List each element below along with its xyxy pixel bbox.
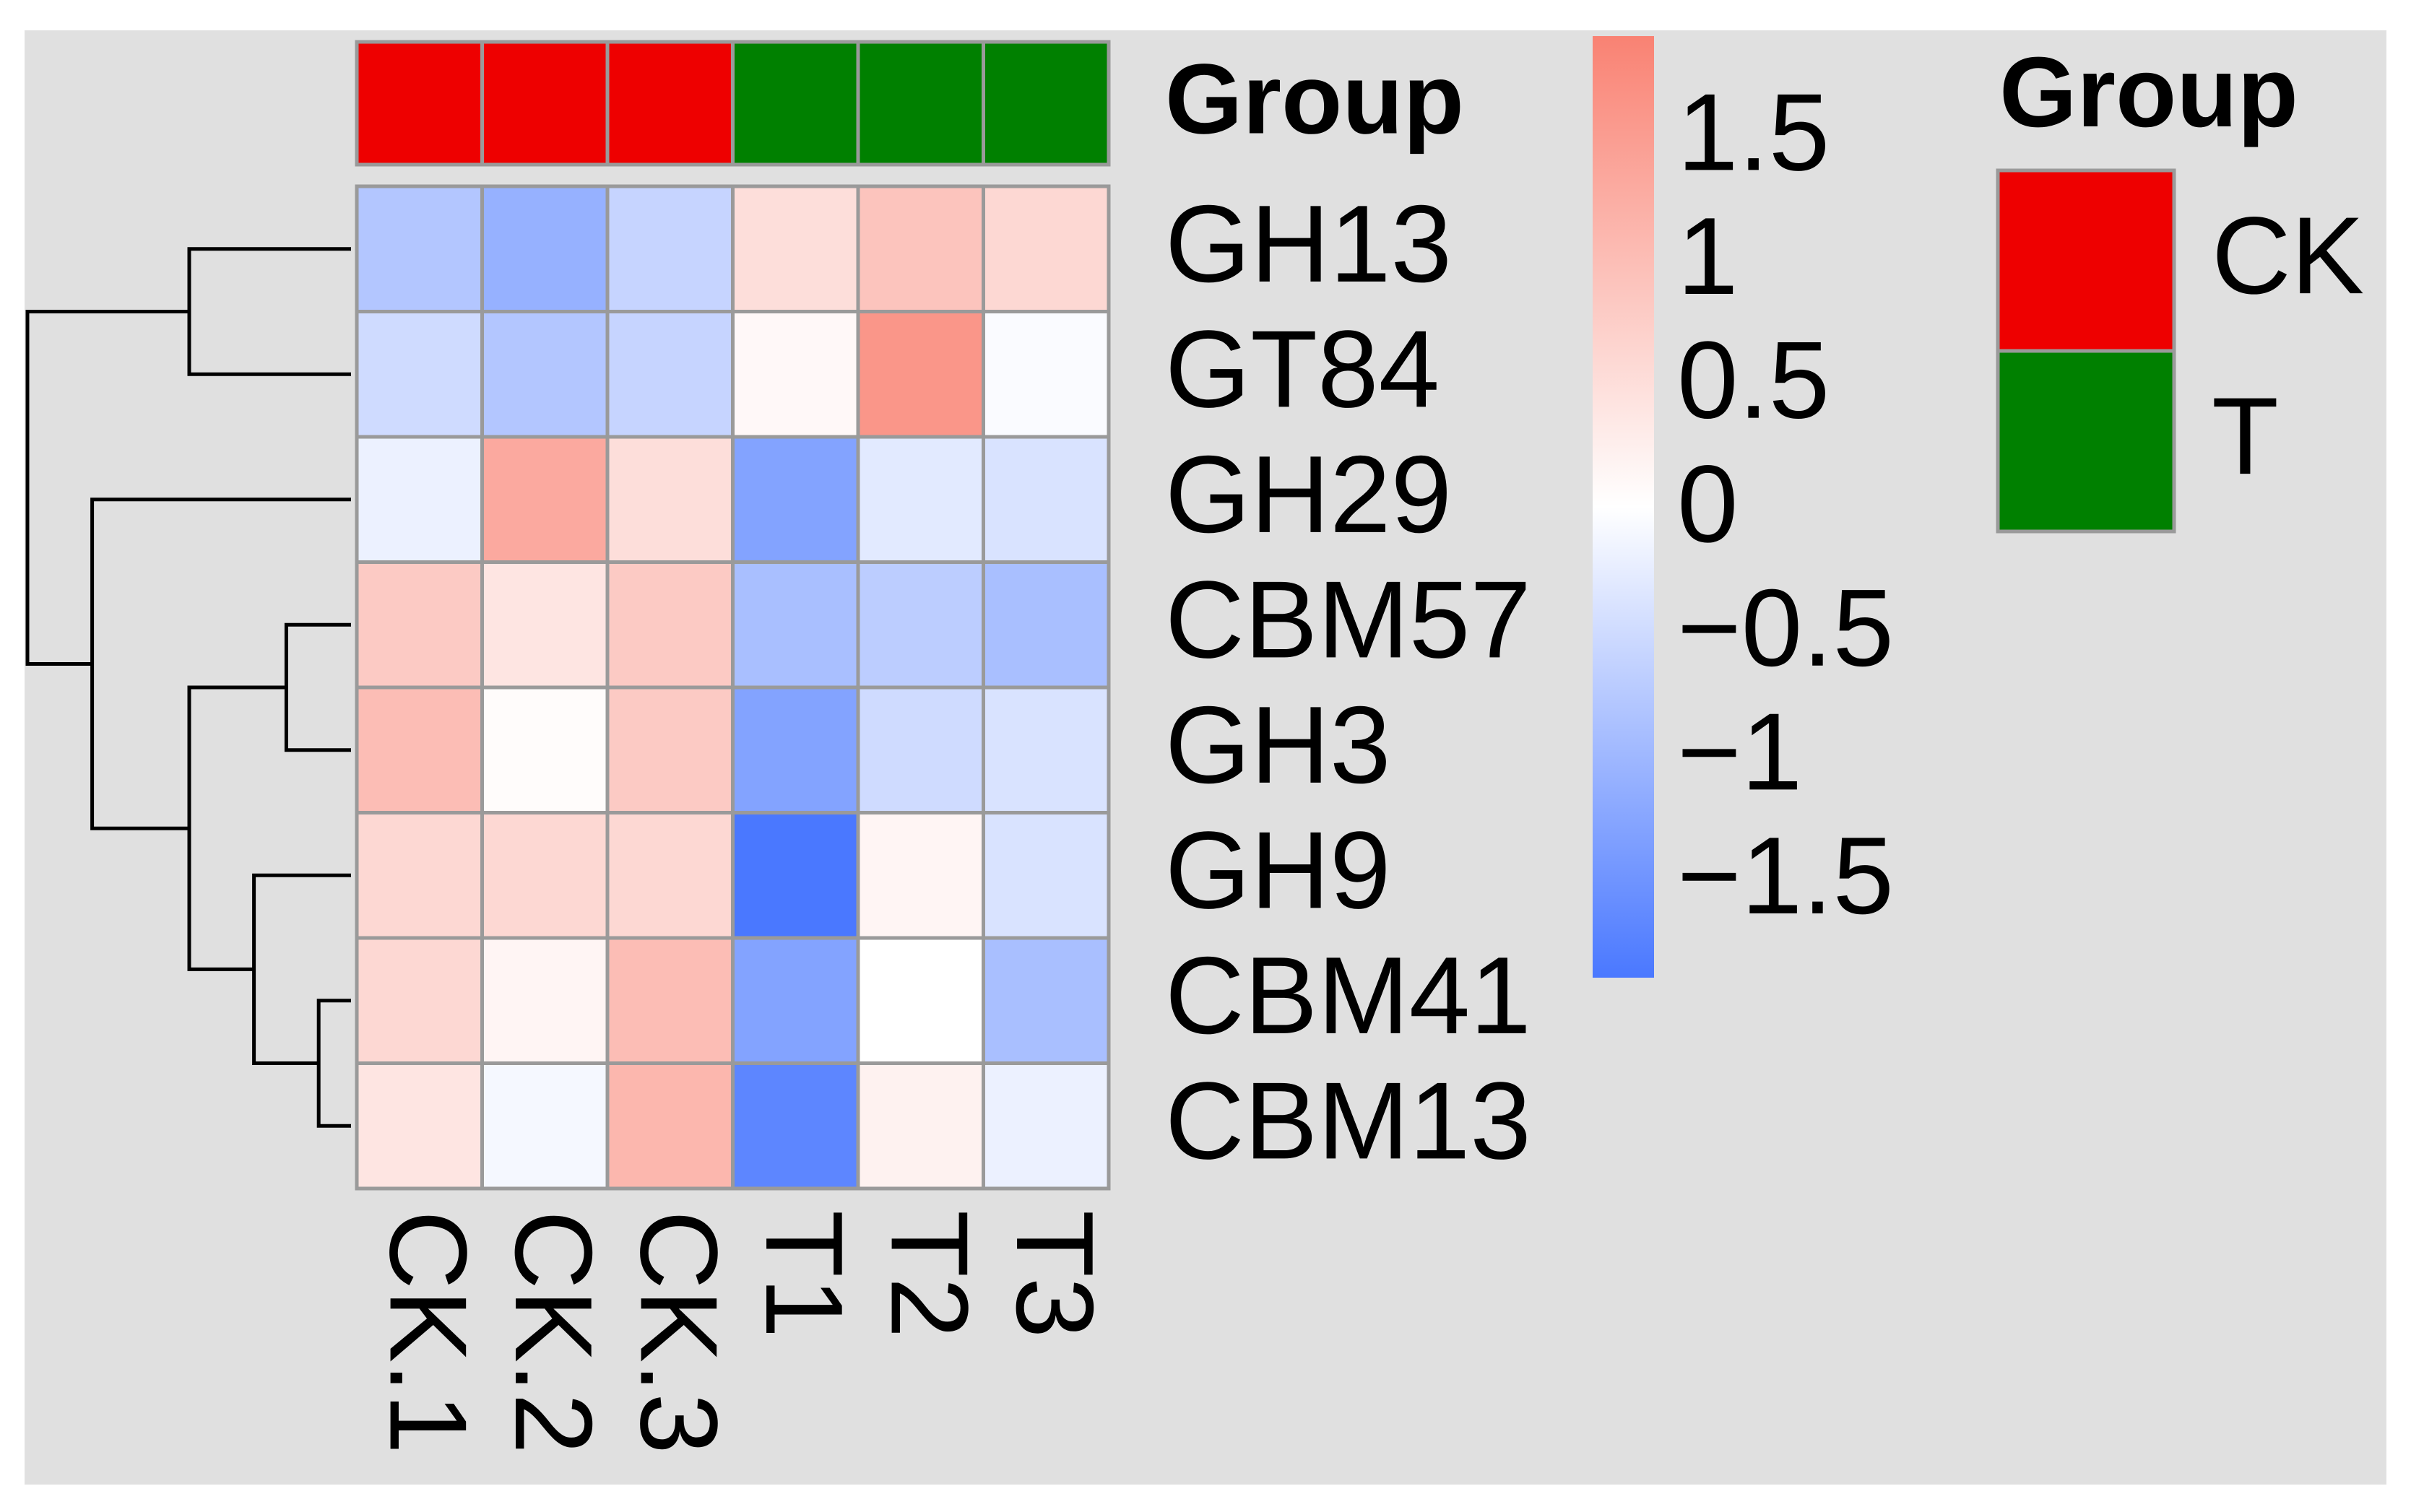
legend-swatch-ck bbox=[1996, 168, 2176, 353]
row-label-cbm13: CBM13 bbox=[1165, 1059, 1531, 1182]
heatmap-cell-gh9-t3 bbox=[982, 811, 1111, 940]
heatmap-cell-cbm57-ck-3 bbox=[605, 560, 735, 690]
heatmap-cell-gt84-ck-3 bbox=[605, 310, 735, 439]
column-label-t2: T2 bbox=[868, 1210, 991, 1338]
heatmap-cell-gt84-t2 bbox=[856, 310, 985, 439]
legend-label-t: T bbox=[2212, 375, 2279, 498]
heatmap-cell-cbm57-ck-1 bbox=[355, 560, 484, 690]
colorbar-tick-label-4: 0 bbox=[1677, 443, 1739, 565]
heatmap-cell-cbm13-t1 bbox=[731, 1061, 860, 1191]
heatmap-cell-gt84-t3 bbox=[982, 310, 1111, 439]
group-annotation-cell-t2 bbox=[856, 40, 985, 167]
heatmap-cell-gh13-t2 bbox=[856, 184, 985, 313]
heatmap-cell-gh29-ck-1 bbox=[355, 435, 484, 564]
heatmap-cell-gh13-ck-2 bbox=[480, 184, 610, 313]
heatmap-cell-cbm13-t2 bbox=[856, 1061, 985, 1191]
heatmap-cell-cbm41-ck-3 bbox=[605, 936, 735, 1065]
heatmap-cell-cbm41-t3 bbox=[982, 936, 1111, 1065]
group-annotation-cell-t1 bbox=[731, 40, 860, 167]
row-label-gh3: GH3 bbox=[1165, 684, 1391, 807]
row-label-gh13: GH13 bbox=[1165, 183, 1452, 305]
heatmap-cell-gh3-t1 bbox=[731, 685, 860, 814]
heatmap-cell-gh13-t1 bbox=[731, 184, 860, 313]
heatmap-cell-cbm57-t1 bbox=[731, 560, 860, 690]
heatmap-cell-cbm13-ck-1 bbox=[355, 1061, 484, 1191]
legend-label-ck: CK bbox=[2212, 194, 2364, 317]
heatmap-cell-gh3-ck-3 bbox=[605, 685, 735, 814]
heatmap-cell-gh3-t3 bbox=[982, 685, 1111, 814]
legend-swatch-t bbox=[1996, 349, 2176, 534]
column-label-t1: T1 bbox=[743, 1210, 865, 1338]
heatmap-cell-cbm57-t3 bbox=[982, 560, 1111, 690]
heatmap-cell-gh9-ck-3 bbox=[605, 811, 735, 940]
heatmap-cell-gh29-t1 bbox=[731, 435, 860, 564]
column-label-ck-2: CK.2 bbox=[492, 1210, 615, 1454]
heatmap-cell-gh13-ck-1 bbox=[355, 184, 484, 313]
row-label-gh29: GH29 bbox=[1165, 433, 1452, 556]
colorbar-tick-label-7: −1.5 bbox=[1677, 814, 1894, 937]
heatmap-cell-cbm13-ck-2 bbox=[480, 1061, 610, 1191]
heatmap-cell-cbm57-ck-2 bbox=[480, 560, 610, 690]
group-annotation-cell-ck-3 bbox=[605, 40, 735, 167]
group-annotation-cell-ck-1 bbox=[355, 40, 484, 167]
heatmap-cell-gh13-t3 bbox=[982, 184, 1111, 313]
row-label-gh9: GH9 bbox=[1165, 809, 1391, 931]
heatmap-cell-gt84-ck-2 bbox=[480, 310, 610, 439]
heatmap-cell-gh3-t2 bbox=[856, 685, 985, 814]
colorbar-tick-label-3: 0.5 bbox=[1677, 319, 1830, 442]
colorbar-tick-label-6: −1 bbox=[1677, 690, 1802, 813]
heatmap-cell-gh9-t1 bbox=[731, 811, 860, 940]
annotation-row-label: Group bbox=[1165, 43, 1464, 155]
heatmap-cell-gh29-t3 bbox=[982, 435, 1111, 564]
heatmap-cell-gh9-ck-1 bbox=[355, 811, 484, 940]
column-label-ck-1: CK.1 bbox=[367, 1210, 490, 1454]
heatmap-cell-gh3-ck-2 bbox=[480, 685, 610, 814]
group-annotation-cell-t3 bbox=[982, 40, 1111, 167]
heatmap-cell-cbm41-ck-1 bbox=[355, 936, 484, 1065]
colorbar-tick-label-5: −0.5 bbox=[1677, 567, 1894, 690]
row-label-cbm41: CBM41 bbox=[1165, 934, 1531, 1057]
heatmap-cell-cbm13-ck-3 bbox=[605, 1061, 735, 1191]
heatmap-cell-gh29-t2 bbox=[856, 435, 985, 564]
dendrogram-branch-7 bbox=[25, 310, 189, 666]
heatmap-cell-gt84-ck-1 bbox=[355, 310, 484, 439]
legend-title: Group bbox=[1999, 37, 2298, 148]
heatmap-cell-cbm57-t2 bbox=[856, 560, 985, 690]
group-annotation-cell-ck-2 bbox=[480, 40, 610, 167]
colorbar bbox=[1593, 36, 1654, 978]
heatmap-cell-gt84-t1 bbox=[731, 310, 860, 439]
row-label-gt84: GT84 bbox=[1165, 308, 1440, 430]
heatmap-cell-gh29-ck-3 bbox=[605, 435, 735, 564]
heatmap-cell-cbm41-t2 bbox=[856, 936, 985, 1065]
heatmap-cell-cbm13-t3 bbox=[982, 1061, 1111, 1191]
heatmap-cell-gh9-ck-2 bbox=[480, 811, 610, 940]
heatmap-cell-cbm41-ck-2 bbox=[480, 936, 610, 1065]
heatmap-cell-gh29-ck-2 bbox=[480, 435, 610, 564]
column-label-ck-3: CK.3 bbox=[618, 1210, 740, 1454]
row-label-cbm57: CBM57 bbox=[1165, 558, 1531, 681]
heatmap-cell-cbm41-t1 bbox=[731, 936, 860, 1065]
heatmap-cell-gh9-t2 bbox=[856, 811, 985, 940]
colorbar-tick-label-1: 1.5 bbox=[1677, 71, 1830, 194]
column-label-t3: T3 bbox=[993, 1210, 1116, 1338]
heatmap-cell-gh13-ck-3 bbox=[605, 184, 735, 313]
colorbar-tick-label-2: 1 bbox=[1677, 195, 1739, 318]
heatmap-cell-gh3-ck-1 bbox=[355, 685, 484, 814]
